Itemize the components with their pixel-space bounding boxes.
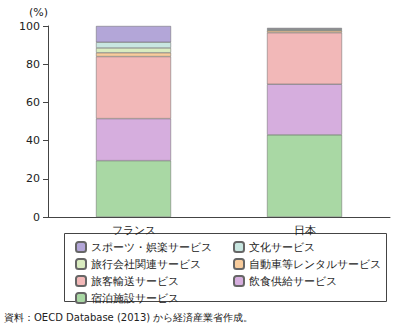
- svg-text:旅客輸送サービス: 旅客輸送サービス: [91, 275, 179, 288]
- svg-text:0: 0: [33, 211, 40, 224]
- svg-text:飲食供給サービス: 飲食供給サービス: [249, 275, 337, 288]
- svg-text:文化サービス: 文化サービス: [249, 241, 315, 254]
- svg-text:宿泊施設サービス: 宿泊施設サービス: [91, 292, 179, 305]
- svg-text:60: 60: [26, 96, 40, 109]
- svg-text:40: 40: [26, 134, 40, 147]
- svg-text:資料：OECD Database (2013) から経済産業: 資料：OECD Database (2013) から経済産業省作成。: [4, 312, 253, 323]
- svg-text:100: 100: [19, 20, 40, 33]
- svg-text:80: 80: [26, 58, 40, 71]
- svg-text:(%): (%): [29, 6, 48, 19]
- svg-text:旅行会社関連サービス: 旅行会社関連サービス: [91, 258, 201, 271]
- svg-text:日本: 日本: [294, 224, 316, 237]
- svg-text:スポーツ・娯楽サービス: スポーツ・娯楽サービス: [91, 241, 212, 254]
- svg-text:20: 20: [26, 172, 40, 185]
- svg-text:フランス: フランス: [112, 224, 156, 237]
- svg-text:自動車等レンタルサービス: 自動車等レンタルサービス: [249, 258, 381, 271]
